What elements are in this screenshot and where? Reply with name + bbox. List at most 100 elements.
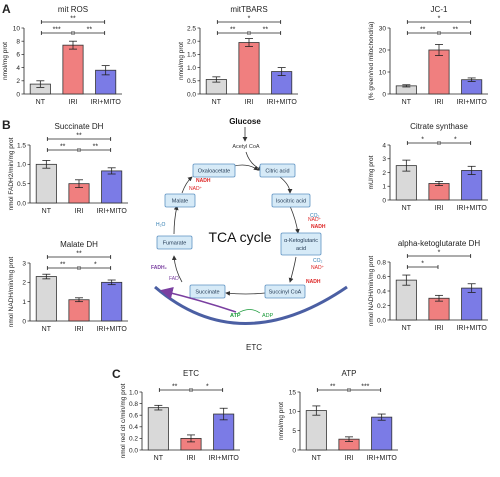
chart-title: ETC — [183, 369, 199, 378]
co2-label-2: CO₂ — [313, 258, 323, 264]
chart-jc1: JC-1 0 10 20 30 (% green/red mitochondria) NT I… — [368, 5, 488, 106]
bar-iri — [238, 42, 260, 95]
y-tick-label: 2 — [16, 78, 20, 85]
y-tick-label: 2.5 — [187, 25, 196, 32]
x-tick-label: IRI+MITO — [96, 326, 127, 333]
x-tick-label: IRI — [69, 99, 78, 106]
significance-label: ** — [87, 27, 93, 34]
y-tick-label: 0 — [382, 197, 386, 204]
x-tick-label: NT — [402, 205, 412, 212]
significance-label: * — [421, 137, 424, 144]
y-tick-label: 0.4 — [377, 288, 386, 295]
atp-adp-arc — [237, 309, 261, 314]
bar-nt — [35, 163, 57, 204]
y-tick-label: 2 — [382, 170, 386, 177]
y-tick-label: 4 — [382, 142, 386, 149]
label-akg-2: acid — [296, 246, 306, 252]
box-malate — [164, 193, 196, 208]
significance-label: * — [421, 261, 424, 268]
fadh2-label: FADH₂ — [151, 265, 167, 271]
chart-title: Malate DH — [60, 240, 98, 249]
y-tick-label: 5 — [292, 428, 296, 435]
significance-label: ** — [76, 133, 82, 140]
bar-iri — [62, 44, 84, 95]
y-tick-label: 30 — [379, 25, 387, 32]
nadh-label-1: NADH — [196, 178, 211, 184]
bar-nt — [147, 407, 169, 451]
chart-title: ATP — [342, 369, 357, 378]
y-tick-label: 10 — [13, 25, 21, 32]
significance-label: ** — [230, 27, 236, 34]
significance-label: ** — [60, 144, 66, 151]
y-tick-label: 0.8 — [129, 401, 138, 408]
x-tick-label: IRI — [435, 325, 444, 332]
cycle-arrow-6 — [171, 255, 183, 283]
y-tick-label: 2.0 — [187, 39, 196, 46]
y-tick-label: 1 — [382, 184, 386, 191]
y-tick-label: 20 — [379, 47, 387, 54]
y-tick-label: 0 — [22, 318, 26, 325]
y-tick-label: 1.5 — [187, 52, 196, 59]
x-tick-label: NT — [154, 455, 164, 462]
x-tick-label: NT — [402, 99, 412, 106]
x-tick-label: NT — [312, 455, 322, 462]
box-oxaloacetate — [192, 163, 236, 178]
tca-diagram: Glucose Acetyl CoA Oxaloacetate Citric a… — [151, 117, 348, 352]
y-tick-label: 15 — [289, 389, 297, 396]
x-tick-label: IRI — [245, 99, 254, 106]
bar-iri — [428, 49, 450, 95]
h2o-label: H₂O — [156, 222, 166, 228]
label-isocitric-acid: Isocitric acid — [276, 199, 306, 205]
bar-iri-mito — [101, 170, 123, 204]
x-tick-label: NT — [42, 326, 52, 333]
glucose-label: Glucose — [229, 117, 261, 126]
y-tick-label: 6 — [16, 52, 20, 59]
significance-label: * — [94, 262, 97, 269]
bar-nt — [395, 279, 417, 321]
bar-nt — [305, 410, 327, 451]
y-tick-label: 0.6 — [377, 274, 386, 281]
cycle-arrow-4 — [288, 256, 297, 283]
x-tick-label: NT — [42, 208, 52, 215]
nad-label-2: NAD⁺ — [308, 217, 322, 223]
significance-label: ** — [263, 27, 269, 34]
nadh-label-3: NADH — [306, 279, 321, 285]
etc-purple-arrow — [159, 287, 237, 313]
label-fumarate: Fumarate — [163, 241, 187, 247]
nadh-label-2: NADH — [311, 224, 326, 230]
significance-label: ** — [60, 262, 66, 269]
chart-malate-dh: Malate DH 0 1 2 3 nmol NADH/min/mg prot NT IRI I… — [8, 240, 128, 333]
significance-label: *** — [53, 27, 61, 34]
label-citric-acid: Citric acid — [265, 169, 289, 175]
y-tick-label: 0.5 — [17, 181, 26, 188]
y-tick-label: 1 — [22, 299, 26, 306]
box-alpha-ketoglutaric-acid — [280, 232, 322, 256]
x-tick-label: IRI — [435, 99, 444, 106]
bar-iri-mito — [371, 416, 393, 451]
x-tick-label: IRI+MITO — [456, 99, 487, 106]
y-tick-label: 1.0 — [187, 65, 196, 72]
y-tick-label: 4 — [16, 65, 20, 72]
chart-citrate-synthase: Citrate synthase 0 1 2 3 4 mU/mg prot NT IRI IRI+… — [368, 122, 488, 212]
y-tick-label: 3 — [382, 156, 386, 163]
chart-title: alpha-ketoglutarate DH — [398, 239, 480, 248]
significance-label: * — [438, 250, 441, 257]
etc-arc — [154, 285, 348, 325]
y-axis-label: nmol FADH2/min/mg prot — [8, 137, 15, 210]
y-tick-label: 1.0 — [17, 162, 26, 169]
significance-label: ** — [172, 384, 178, 391]
x-tick-label: IRI+MITO — [96, 208, 127, 215]
x-tick-label: IRI+MITO — [90, 99, 121, 106]
y-tick-label: 8 — [16, 39, 20, 46]
chart-akg-dh: alpha-ketoglutarate DH 0.0 0.2 0.4 0.6 0.8nmo… — [368, 239, 488, 332]
significance-label: ** — [330, 384, 336, 391]
label-akg-1: α-Ketoglutaric — [284, 238, 318, 244]
label-oxaloacetate: Oxaloacetate — [198, 169, 230, 175]
chart-title: Citrate synthase — [410, 122, 468, 131]
significance-label: ** — [93, 144, 99, 151]
x-tick-label: IRI — [75, 208, 84, 215]
significance-label: ** — [420, 27, 426, 34]
significance-label: ** — [453, 27, 459, 34]
chart-title: Succinate DH — [55, 122, 104, 131]
